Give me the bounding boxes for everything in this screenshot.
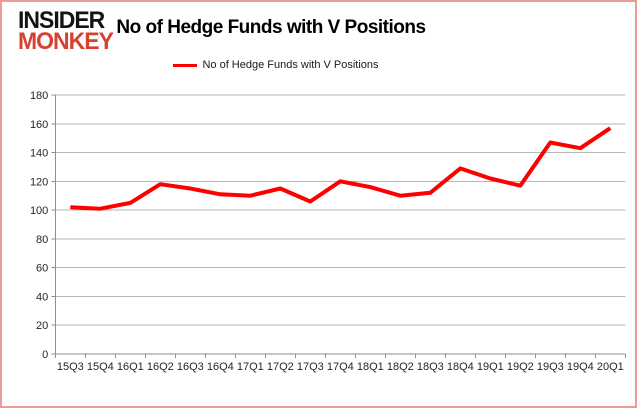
x-axis-label: 18Q1 bbox=[357, 361, 384, 373]
x-axis-label: 16Q3 bbox=[177, 361, 204, 373]
y-axis-label: 120 bbox=[30, 176, 48, 188]
y-axis-label: 160 bbox=[30, 119, 48, 131]
insider-monkey-logo: INSIDER MONKEY bbox=[18, 5, 114, 54]
x-axis-label: 18Q3 bbox=[417, 361, 444, 373]
x-axis-label: 17Q2 bbox=[267, 361, 294, 373]
x-axis-label: 17Q1 bbox=[237, 361, 264, 373]
x-axis-label: 17Q4 bbox=[327, 361, 354, 373]
y-axis-label: 80 bbox=[36, 234, 48, 246]
x-axis-label: 17Q3 bbox=[297, 361, 324, 373]
series-line bbox=[70, 126, 612, 211]
logo-line-insider: INSIDER bbox=[18, 5, 105, 34]
legend-line-swatch bbox=[173, 63, 198, 67]
y-axis-label: 20 bbox=[36, 320, 48, 332]
x-axis-label: 18Q2 bbox=[387, 361, 414, 373]
y-axis-label: 140 bbox=[30, 148, 48, 160]
y-axis-label: 60 bbox=[36, 263, 48, 275]
chart-legend: No of Hedge Funds with V Positions bbox=[2, 59, 550, 71]
x-axis-label: 19Q3 bbox=[537, 361, 564, 373]
y-axis-label: 40 bbox=[36, 291, 48, 303]
x-axis-label: 15Q3 bbox=[57, 361, 84, 373]
y-axis-label: 0 bbox=[42, 349, 48, 361]
x-axis-label: 18Q4 bbox=[447, 361, 474, 373]
x-axis-label: 16Q4 bbox=[207, 361, 234, 373]
chart-title: No of Hedge Funds with V Positions bbox=[116, 17, 426, 38]
x-axis-label: 20Q1 bbox=[597, 361, 624, 373]
logo-line-monkey: MONKEY bbox=[18, 26, 114, 54]
chart-area: 0 20 40 60 80 100 120 140 160 180 15Q3 15Q4 16Q1 16Q2… bbox=[2, 82, 635, 406]
x-axis-label: 19Q4 bbox=[567, 361, 594, 373]
x-axis-label: 15Q4 bbox=[87, 361, 114, 373]
x-axis-label: 19Q2 bbox=[507, 361, 534, 373]
y-axis-label: 180 bbox=[30, 90, 48, 102]
y-axis-label: 100 bbox=[30, 205, 48, 217]
x-axis-label: 19Q1 bbox=[477, 361, 504, 373]
legend-label: No of Hedge Funds with V Positions bbox=[202, 59, 379, 71]
x-axis-label: 16Q1 bbox=[117, 361, 144, 373]
x-axis-label: 16Q2 bbox=[147, 361, 174, 373]
chart-svg: 0 20 40 60 80 100 120 140 160 180 15Q3 15Q4 16Q1 16Q2… bbox=[30, 90, 626, 373]
